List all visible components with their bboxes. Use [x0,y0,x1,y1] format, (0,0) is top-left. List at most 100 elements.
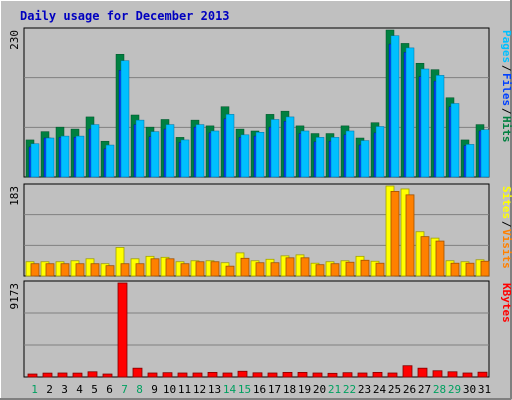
bar-pages [90,124,100,178]
bar-pages [210,130,220,178]
day-axis-labels: 1 2 3 4 5 6 7 8 9 10 11 12 13 14 15 16 17 18 19 20 21 22 23 24 2… [31,383,491,396]
bar-pages [180,139,190,178]
bar-pages [405,47,415,178]
bar-pages [270,119,280,178]
chart-panel-2: 183 Sites /Visits [8,183,512,277]
day-label: 15 [238,383,251,396]
bar-pages [300,130,310,178]
bar-visits [405,194,415,277]
bar-kbytes [477,371,488,378]
bar-visits [30,263,40,277]
bar-visits [240,257,250,277]
day-label: 22 [343,383,356,396]
legend-kbytes: KBytes [500,283,512,323]
bar-kbytes [147,372,158,378]
bar-pages [135,119,145,178]
chart-title: Daily usage for December 2013 [20,9,230,23]
bar-pages [390,35,400,178]
bar-visits [60,263,70,277]
bar-kbytes [102,373,113,378]
day-label: 21 [328,383,341,396]
day-label: 16 [253,383,266,396]
y-axis-max-label: 183 [8,186,21,206]
day-label: 14 [223,383,237,396]
bar-pages [465,144,475,178]
bar-kbytes [312,372,323,378]
bar-visits [150,258,160,277]
bar-pages [480,129,490,178]
panel-legend: Pages/Files/Hits [500,30,512,143]
bar-kbytes [87,371,98,378]
bar-visits [465,262,475,277]
bar-kbytes [162,372,173,378]
panel-legend: KBytes [500,283,512,323]
day-label: 20 [313,383,326,396]
bar-kbytes [207,371,218,378]
bar-kbytes [462,372,473,378]
day-label: 6 [106,383,113,396]
day-label: 10 [163,383,176,396]
bar-kbytes [27,373,38,378]
day-label: 13 [208,383,221,396]
day-label: 31 [478,383,491,396]
day-label: 5 [91,383,98,396]
legend-files: Files [500,73,512,106]
bar-pages [165,124,175,178]
bar-visits [390,191,400,277]
bar-pages [450,103,460,178]
bar-kbytes [252,372,263,378]
day-label: 8 [136,383,143,396]
bar-kbytes [387,372,398,378]
bar-pages [75,135,85,178]
legend-visits: Visits [500,229,512,269]
bar-pages [285,116,295,178]
day-label: 18 [283,383,296,396]
bar-pages [435,75,445,178]
bar-visits [45,263,55,277]
bar-kbytes [372,371,383,378]
bar-visits [135,263,145,277]
bar-visits [450,262,460,277]
bar-visits [480,260,490,277]
day-label: 17 [268,383,281,396]
bar-sites [115,247,125,277]
bar-visits [360,259,370,277]
bar-visits [345,261,355,277]
bar-pages [375,126,385,178]
bar-pages [240,134,250,178]
bar-kbytes [42,372,53,378]
day-label: 29 [448,383,461,396]
bar-visits [270,262,280,277]
day-label: 27 [418,383,431,396]
bar-visits [225,265,235,277]
chart-panel-1: 230 Pages/Files/Hits [8,27,512,178]
bar-pages [315,137,325,178]
bar-pages [105,144,115,178]
day-label: 1 [31,383,38,396]
bar-kbytes [192,372,203,378]
bar-kbytes [327,372,338,378]
bar-kbytes [57,372,68,378]
bar-kbytes [72,372,83,378]
bar-pages [225,114,235,178]
bar-visits [105,265,115,277]
legend-pages: Pages [500,30,512,63]
bar-kbytes [222,372,233,378]
bar-kbytes [237,370,248,378]
bar-kbytes [447,371,458,378]
day-label: 26 [403,383,416,396]
bar-visits [420,236,430,277]
bar-visits [330,263,340,277]
y-axis-max-label: 230 [8,30,21,50]
day-label: 30 [463,383,476,396]
bar-visits [210,261,220,277]
bar-kbytes [342,372,353,378]
bar-visits [165,258,175,277]
bar-visits [435,240,445,277]
bar-pages [60,135,70,178]
legend-sites: Sites [500,186,512,219]
bar-pages [150,131,160,178]
